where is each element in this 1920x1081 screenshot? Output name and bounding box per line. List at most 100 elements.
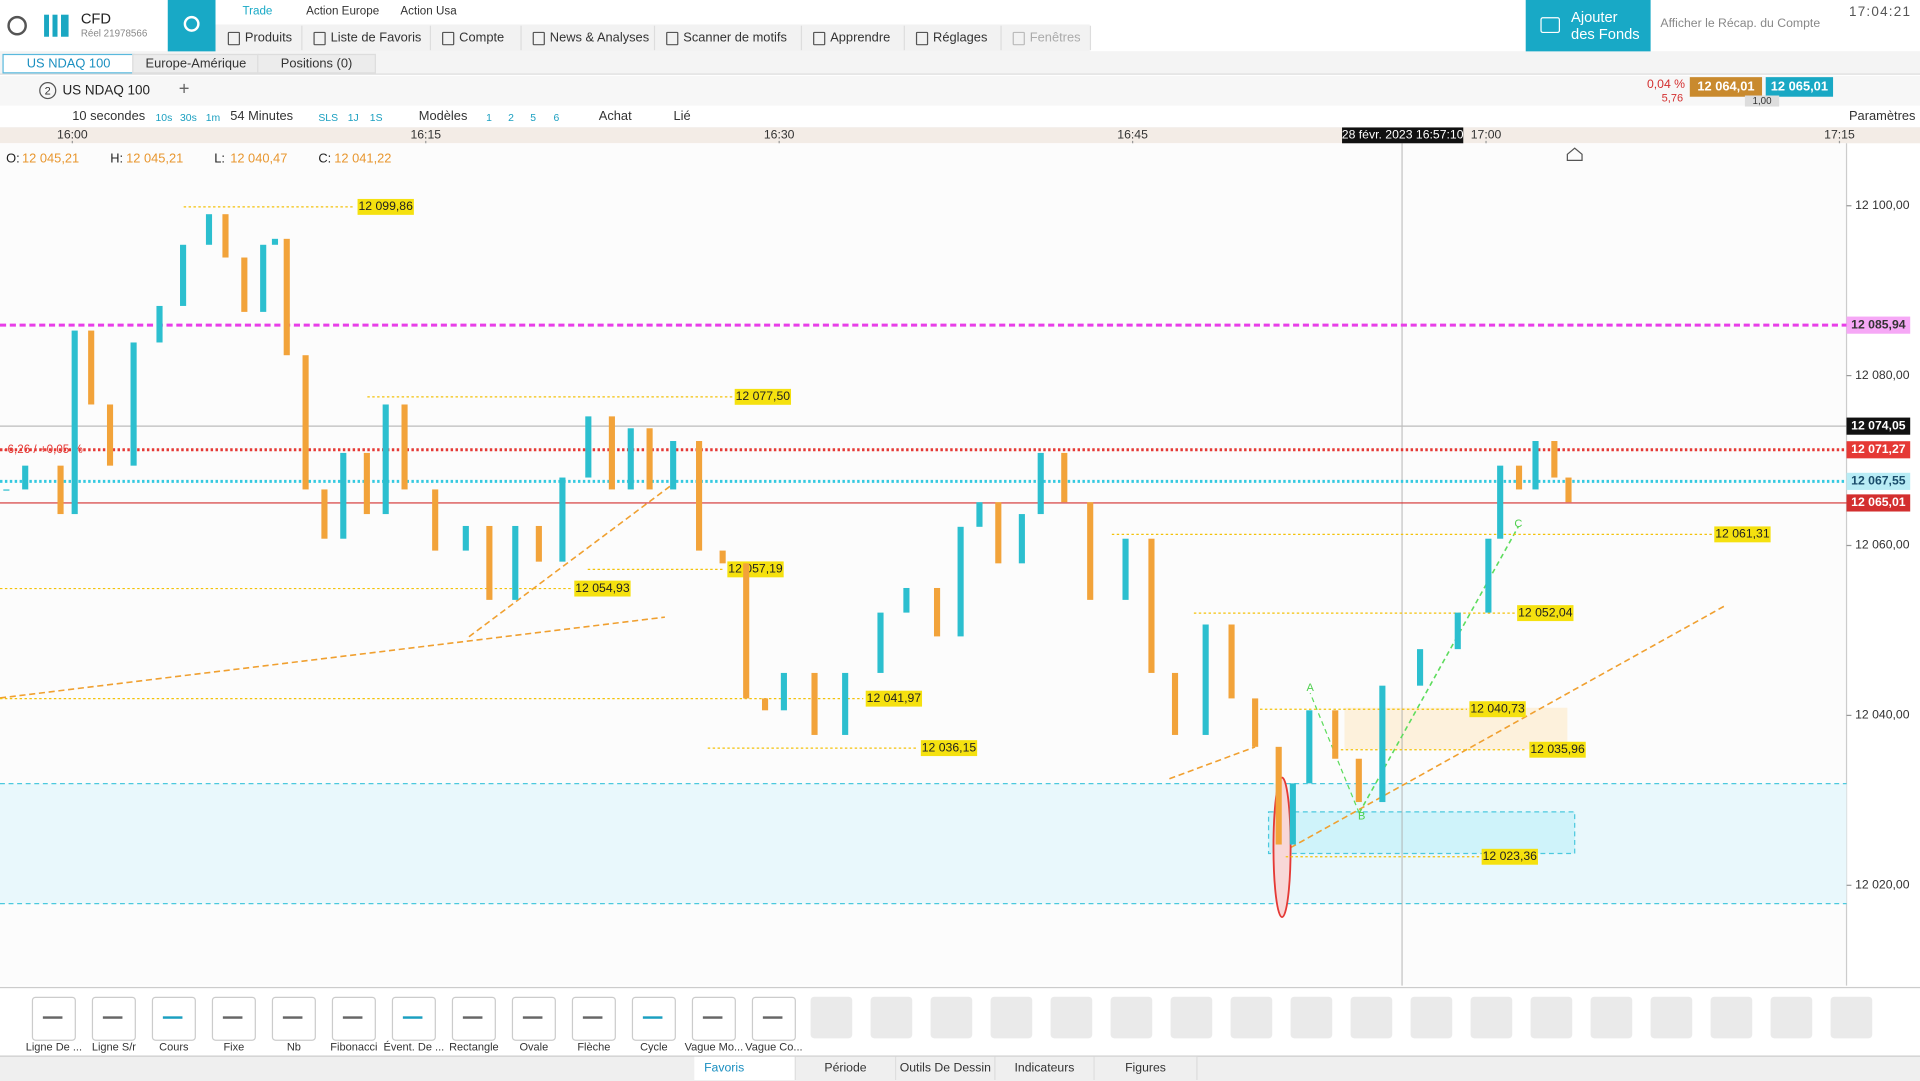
home-icon[interactable]	[1566, 147, 1583, 162]
tool-label[interactable]: Cours	[159, 1040, 189, 1054]
tool-button[interactable]	[691, 996, 736, 1041]
range[interactable]: 1J	[347, 111, 359, 124]
candle	[670, 441, 677, 490]
menu-item[interactable]	[904, 25, 1002, 51]
candle	[260, 244, 267, 312]
menu-icon	[442, 31, 455, 46]
tool-label[interactable]: Vague Mo...	[684, 1040, 744, 1054]
tool-label[interactable]: Cycle	[640, 1040, 668, 1054]
candle	[1551, 441, 1558, 478]
tool-label[interactable]: Ligne De ...	[25, 1040, 83, 1054]
menu-item[interactable]	[301, 25, 432, 51]
tool-button[interactable]	[631, 996, 676, 1041]
top-menu-item[interactable]: Trade	[242, 4, 273, 19]
templates[interactable]: Modèles	[418, 108, 468, 124]
level-label: 12 054,93	[575, 581, 630, 595]
tab-strip	[0, 51, 1920, 75]
menu-item[interactable]	[654, 25, 803, 51]
tool-label[interactable]: Nb	[286, 1040, 301, 1054]
candle	[3, 489, 10, 491]
period[interactable]: 54 Minutes	[230, 108, 294, 124]
menu-label[interactable]: Fenêtres	[1029, 30, 1081, 46]
tab[interactable]: Positions (0)	[257, 53, 376, 74]
tool-label[interactable]: Ligne S/r	[91, 1040, 136, 1054]
top-menu-item[interactable]: Action Usa	[400, 4, 457, 19]
menu-label[interactable]: Compte	[459, 30, 505, 46]
menu-label[interactable]: Apprendre	[830, 30, 891, 46]
instrument-name[interactable]: US NDAQ 100	[62, 83, 151, 98]
cursor-time: 28 févr. 2023 16:57:10	[1342, 128, 1464, 142]
tool-button[interactable]	[271, 996, 316, 1041]
add-funds[interactable]: Ajouter des Fonds	[1525, 0, 1651, 52]
tool-button[interactable]	[511, 996, 556, 1041]
tool-button[interactable]	[751, 996, 796, 1041]
tab[interactable]: US NDAQ 100	[2, 53, 135, 74]
bid[interactable]: 12 064,01	[1689, 77, 1763, 97]
layout[interactable]: 5	[530, 111, 537, 124]
menu-label[interactable]: Liste de Favoris	[330, 30, 422, 46]
linked[interactable]: Lié	[673, 108, 691, 124]
tool-button[interactable]	[91, 996, 136, 1041]
range[interactable]: SLS	[318, 111, 339, 124]
menu-item[interactable]	[216, 25, 303, 51]
range[interactable]: 1S	[369, 111, 383, 124]
tool-button[interactable]	[151, 996, 196, 1041]
candle	[761, 698, 769, 711]
level-tag	[1529, 741, 1586, 758]
tool-button[interactable]	[31, 996, 76, 1041]
tool-button[interactable]	[391, 996, 436, 1041]
candle	[719, 550, 726, 564]
bottom-tab[interactable]: Période	[795, 1056, 897, 1081]
menu-item[interactable]	[801, 25, 905, 51]
user-icon[interactable]	[7, 15, 27, 36]
menu-icon	[915, 31, 929, 46]
tab[interactable]: Europe-Amérique	[132, 53, 260, 74]
tool-button[interactable]	[331, 996, 376, 1041]
y-tick-label: 12 040,00	[1855, 708, 1910, 722]
chart: 16:00 16:15 16:30 16:45 17:00 17:15 28 févr. 2…	[0, 127, 1920, 986]
buy[interactable]: Achat	[598, 108, 632, 124]
tool-label[interactable]: Évent. De ...	[383, 1040, 445, 1054]
tool-label[interactable]: Fibonacci	[330, 1040, 378, 1054]
menu-label[interactable]: Produits	[244, 30, 293, 46]
bottom-tab[interactable]: Outils De Dessin	[896, 1056, 996, 1081]
level-label: 12 036,15	[922, 740, 977, 754]
quick-interval[interactable]: 10s	[155, 111, 173, 124]
tool-label[interactable]: Rectangle	[449, 1040, 499, 1054]
trend-line	[1273, 604, 1727, 858]
pattern-label: A	[1307, 682, 1315, 694]
bottom-tab[interactable]: Indicateurs	[995, 1056, 1095, 1081]
layout[interactable]: 1	[486, 111, 492, 124]
menu-label[interactable]: Scanner de motifs	[683, 30, 787, 46]
account-summary[interactable]: Afficher le Récap. du Compte	[1660, 17, 1821, 31]
quick-interval[interactable]: 1m	[205, 111, 221, 124]
tool-label[interactable]: Flèche	[577, 1040, 611, 1054]
slot[interactable]: 2	[39, 82, 57, 100]
candle	[1228, 624, 1235, 699]
bottom-tab[interactable]: Favoris	[694, 1056, 796, 1081]
search-button[interactable]	[167, 0, 216, 52]
layout[interactable]: 6	[553, 111, 560, 124]
menu-item[interactable]	[520, 25, 656, 51]
add-chart[interactable]: +	[178, 78, 190, 100]
menu-item[interactable]	[430, 25, 522, 51]
quick-interval[interactable]: 30s	[180, 111, 197, 124]
search-icon	[183, 15, 200, 32]
layout[interactable]: 2	[508, 111, 514, 124]
menu-item[interactable]	[1000, 25, 1092, 51]
tool-button[interactable]	[451, 996, 496, 1041]
menu-label[interactable]: News & Analyses	[549, 30, 650, 46]
tool-label[interactable]: Ovale	[519, 1040, 549, 1054]
settings[interactable]: Paramètres	[1848, 108, 1916, 124]
top-menu-item[interactable]: Action Europe	[306, 4, 380, 19]
tool-button[interactable]	[211, 996, 256, 1041]
tool-button[interactable]	[571, 996, 616, 1041]
menu-label[interactable]: Réglages	[933, 30, 988, 46]
bottom-tab[interactable]: Figures	[1094, 1056, 1198, 1081]
tool-slot	[1470, 996, 1513, 1039]
tool-label[interactable]: Fixe	[223, 1040, 245, 1054]
ask[interactable]: 12 065,01	[1765, 77, 1834, 97]
interval[interactable]: 10 secondes	[72, 108, 146, 124]
tool-label[interactable]: Vague Co...	[745, 1040, 803, 1054]
ohlc-key: C:	[318, 151, 331, 166]
